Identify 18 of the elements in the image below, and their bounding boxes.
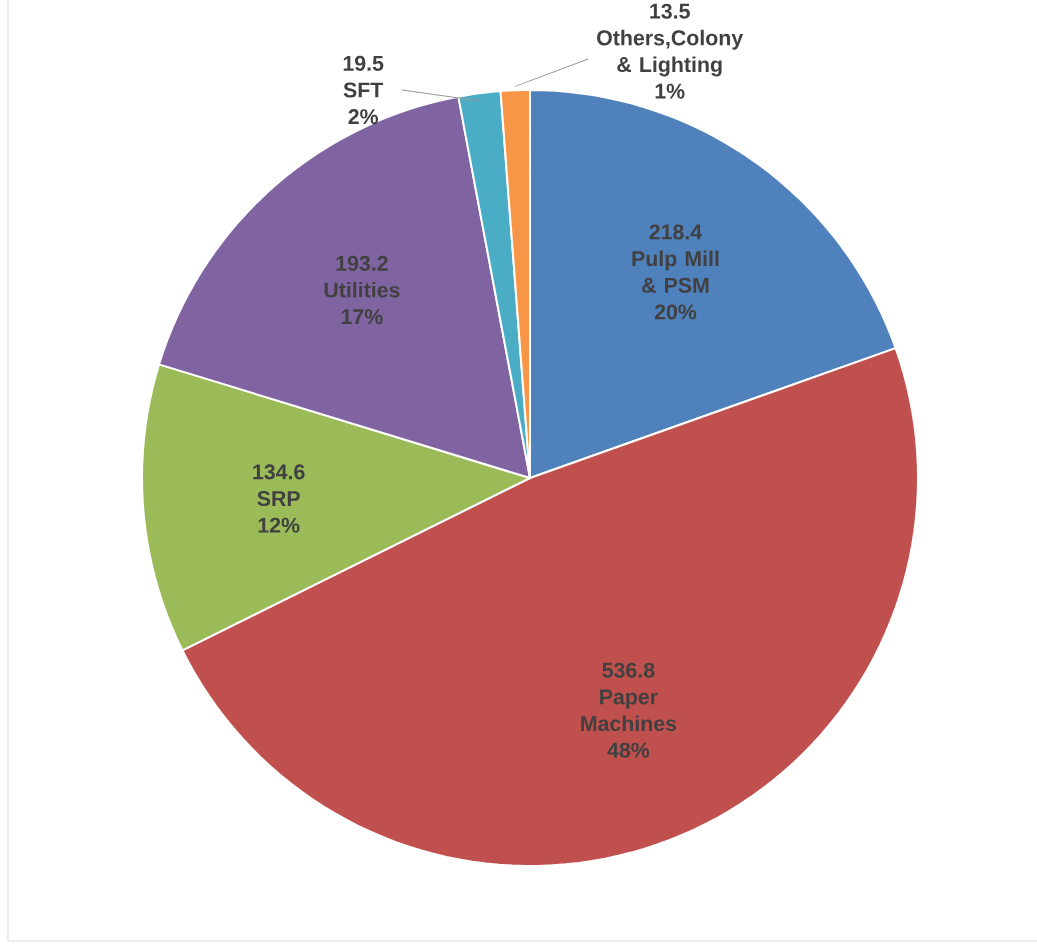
slice-label: SFT <box>343 82 384 98</box>
data-label: 218.4 <box>649 224 703 240</box>
text: 2% <box>348 109 379 125</box>
data-label: 536.8 <box>602 662 655 678</box>
slice-label: Others,Colony & Lighting <box>597 29 744 77</box>
data-label: 193.2 <box>336 255 388 271</box>
text: 1% <box>655 83 685 99</box>
data-label: 13.5 <box>650 3 690 19</box>
slice-label: Paper Machines <box>581 689 677 732</box>
slice-label: SRP <box>257 491 300 507</box>
data-label: 134.6 <box>253 464 305 480</box>
text: 20% <box>654 304 697 320</box>
text: 12% <box>258 517 300 533</box>
data-label: 19.5 <box>343 55 384 71</box>
slice-label: Pulp Mill & PSM <box>632 250 719 293</box>
text: 17% <box>341 309 383 325</box>
text: 48% <box>607 742 650 758</box>
slice-label: Utilities <box>324 281 400 298</box>
